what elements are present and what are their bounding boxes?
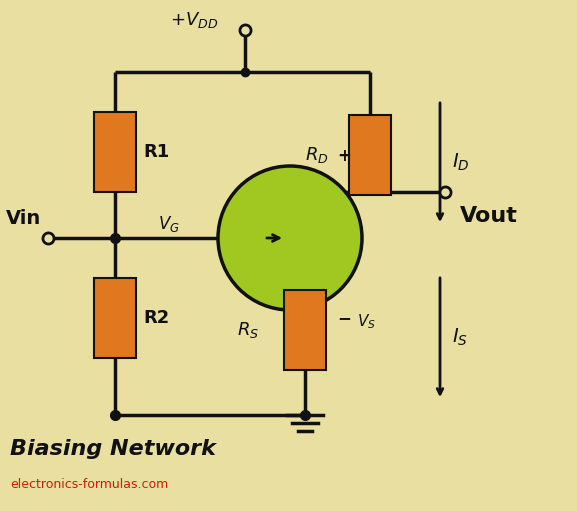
Text: $V_G$: $V_G$ bbox=[158, 214, 180, 234]
Text: Vin: Vin bbox=[6, 209, 41, 228]
Text: R1: R1 bbox=[143, 143, 169, 161]
Circle shape bbox=[218, 166, 362, 310]
Text: R2: R2 bbox=[143, 309, 169, 327]
Text: electronics-formulas.com: electronics-formulas.com bbox=[10, 478, 168, 491]
Text: $R_D$: $R_D$ bbox=[305, 145, 329, 165]
Text: Vout: Vout bbox=[460, 206, 518, 226]
Text: $R_S$: $R_S$ bbox=[237, 320, 259, 340]
Bar bbox=[94, 278, 136, 358]
Text: −: − bbox=[337, 309, 351, 327]
Text: $+V_{DD}$: $+V_{DD}$ bbox=[170, 10, 218, 30]
Text: $I_S$: $I_S$ bbox=[452, 327, 468, 348]
Text: Biasing Network: Biasing Network bbox=[10, 439, 216, 459]
Bar bbox=[94, 112, 136, 192]
Text: +: + bbox=[337, 147, 351, 165]
Text: $V_S$: $V_S$ bbox=[357, 313, 376, 331]
Bar bbox=[349, 115, 391, 195]
Bar bbox=[284, 290, 326, 370]
Text: $I_D$: $I_D$ bbox=[452, 152, 470, 173]
